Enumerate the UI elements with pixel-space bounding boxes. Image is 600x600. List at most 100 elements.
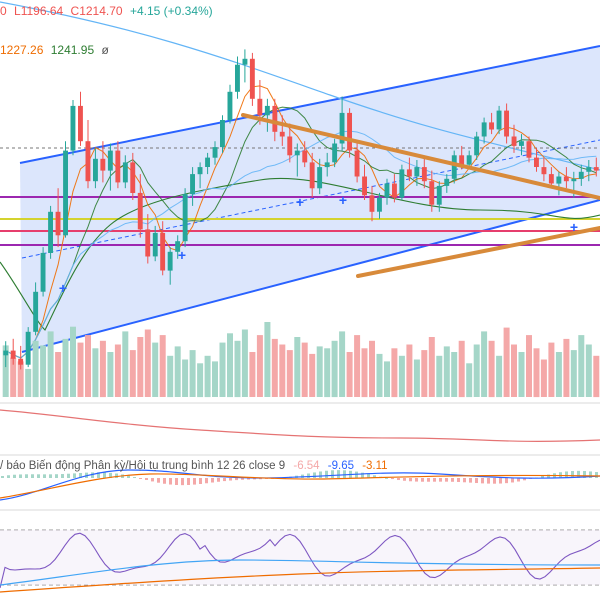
macd-hist-bar — [361, 472, 364, 478]
candle[interactable] — [107, 143, 113, 191]
candle[interactable] — [317, 158, 323, 195]
candle[interactable] — [78, 91, 83, 146]
candle[interactable] — [152, 225, 158, 262]
candle[interactable] — [332, 138, 338, 168]
candle[interactable] — [264, 98, 270, 132]
candle[interactable] — [563, 167, 569, 189]
candle[interactable] — [272, 98, 278, 142]
candle[interactable] — [369, 185, 375, 222]
macd-hist-bar — [421, 478, 424, 482]
candle[interactable] — [414, 160, 420, 186]
candle[interactable] — [302, 141, 308, 168]
candle[interactable] — [10, 338, 16, 365]
candle[interactable] — [287, 123, 293, 163]
candle[interactable] — [167, 247, 173, 285]
candle[interactable] — [324, 152, 330, 177]
candle[interactable] — [175, 235, 181, 259]
candle[interactable] — [235, 56, 240, 99]
candle[interactable] — [362, 164, 367, 200]
triangle-upper-line[interactable] — [241, 113, 600, 200]
macd-hist-bar — [505, 478, 508, 484]
candle[interactable] — [474, 131, 480, 160]
candle[interactable] — [339, 96, 345, 151]
candle[interactable] — [294, 143, 300, 177]
candle[interactable] — [220, 115, 225, 153]
candle[interactable] — [451, 150, 457, 184]
channel-upper-line[interactable] — [19, 45, 600, 164]
volume-bar — [174, 346, 181, 397]
candle[interactable] — [85, 120, 91, 189]
candle[interactable] — [137, 174, 143, 238]
candle-body — [444, 178, 450, 186]
candle[interactable] — [556, 171, 562, 196]
candle[interactable] — [421, 157, 427, 189]
candle[interactable] — [309, 152, 315, 198]
candle[interactable] — [130, 152, 136, 200]
candle[interactable] — [384, 178, 390, 205]
candle[interactable] — [160, 221, 166, 276]
candle[interactable] — [122, 155, 128, 189]
channel-lower-line[interactable] — [21, 199, 600, 353]
candle[interactable] — [347, 108, 352, 158]
candle[interactable] — [586, 160, 592, 182]
candle[interactable] — [511, 124, 517, 153]
candle[interactable] — [145, 214, 151, 264]
candle[interactable] — [55, 188, 61, 248]
candle[interactable] — [504, 103, 509, 144]
candle[interactable] — [526, 136, 532, 163]
candle[interactable] — [429, 170, 435, 212]
candle[interactable] — [100, 141, 106, 183]
candle[interactable] — [93, 148, 98, 189]
candle[interactable] — [578, 164, 584, 186]
candle[interactable] — [190, 167, 195, 206]
candle[interactable] — [392, 174, 397, 203]
candle[interactable] — [212, 141, 218, 165]
candle[interactable] — [593, 157, 599, 177]
candle[interactable] — [519, 134, 524, 156]
candle-layer[interactable]: + + + + + — [3, 49, 599, 370]
candle[interactable] — [444, 174, 450, 193]
macd-hist-bar — [259, 478, 262, 480]
volume-bar — [212, 361, 218, 397]
candle[interactable] — [48, 205, 53, 259]
candle[interactable] — [33, 282, 39, 336]
candle[interactable] — [377, 192, 382, 219]
macd-hist-bar — [475, 478, 478, 484]
candle[interactable] — [25, 327, 31, 368]
candle[interactable] — [18, 345, 24, 370]
candle[interactable] — [541, 157, 547, 182]
macd-hist-bar — [157, 478, 160, 483]
candle[interactable] — [249, 52, 255, 106]
candle[interactable] — [63, 141, 68, 238]
candle[interactable] — [40, 247, 46, 297]
candle[interactable] — [436, 181, 442, 212]
triangle-layer[interactable] — [241, 113, 600, 278]
candle[interactable] — [115, 141, 121, 189]
candle[interactable] — [227, 84, 233, 124]
candle[interactable] — [3, 341, 9, 368]
channel-midline[interactable] — [21, 139, 600, 259]
candle[interactable] — [205, 152, 210, 175]
candle[interactable] — [354, 141, 360, 183]
candle[interactable] — [496, 105, 502, 135]
candle[interactable] — [182, 188, 188, 248]
candle[interactable] — [279, 115, 285, 146]
macd-hist-bar — [217, 478, 220, 482]
volume-bar — [443, 346, 450, 397]
candle[interactable] — [481, 117, 487, 144]
candle[interactable] — [406, 157, 412, 182]
candle[interactable] — [197, 162, 203, 189]
candle[interactable] — [242, 49, 248, 83]
candle-body — [137, 192, 143, 230]
candle[interactable] — [489, 112, 494, 135]
candle[interactable] — [70, 100, 76, 156]
ma-5-line — [5, 85, 597, 359]
candle[interactable] — [399, 164, 405, 200]
candle-body — [160, 232, 166, 271]
triangle-lower-line[interactable] — [356, 226, 600, 278]
volume-bar — [47, 331, 54, 397]
channel-layer[interactable] — [19, 45, 600, 353]
candle-body — [339, 112, 345, 144]
candle[interactable] — [534, 148, 539, 172]
